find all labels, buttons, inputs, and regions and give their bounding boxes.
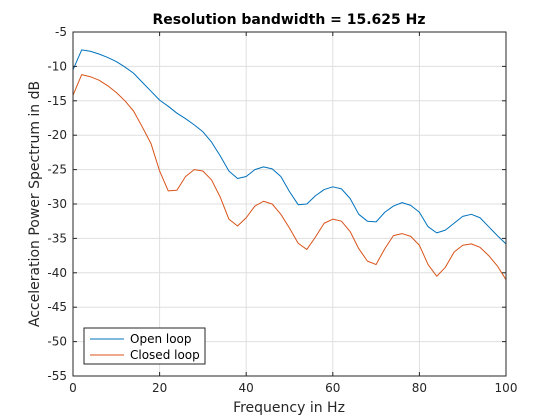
- x-tick-label: 60: [325, 381, 340, 395]
- plot-lines: [72, 49, 507, 280]
- series-line-closed-loop: [72, 74, 507, 280]
- series-line-open-loop: [72, 49, 507, 245]
- y-tick-label: -30: [47, 197, 67, 211]
- y-tick-label: -55: [47, 369, 67, 383]
- y-tick-label: -40: [47, 266, 67, 280]
- y-axis-label: Acceleration Power Spectrum in dB: [27, 81, 43, 327]
- x-tick-label: 0: [69, 381, 77, 395]
- y-tick-label: -35: [47, 231, 67, 245]
- x-tick-label: 20: [152, 381, 167, 395]
- x-tick-label: 80: [412, 381, 427, 395]
- legend-label-closed-loop: Closed loop: [130, 348, 200, 362]
- axis-ticks: 0 20 40 60 80 100 -55 -50 -45 -40 -35 -30 -25 -20 -15 -…: [47, 25, 517, 395]
- x-tick-label: 100: [495, 381, 518, 395]
- y-tick-label: -20: [47, 128, 67, 142]
- chart-title: Resolution bandwidth = 15.625 Hz: [152, 12, 425, 28]
- x-axis-label: Frequency in Hz: [233, 400, 345, 416]
- y-tick-label: -25: [47, 163, 67, 177]
- legend-label-open-loop: Open loop: [130, 332, 192, 346]
- legend-box: [83, 327, 206, 365]
- y-tick-label: -10: [47, 59, 67, 73]
- y-tick-label: -50: [47, 335, 67, 349]
- legend: Open loop Closed loop: [83, 327, 206, 365]
- y-tick-label: -15: [47, 94, 67, 108]
- y-tick-label: -45: [47, 300, 67, 314]
- grid: [72, 31, 507, 377]
- y-tick-label: -5: [55, 25, 67, 39]
- x-tick-label: 40: [239, 381, 254, 395]
